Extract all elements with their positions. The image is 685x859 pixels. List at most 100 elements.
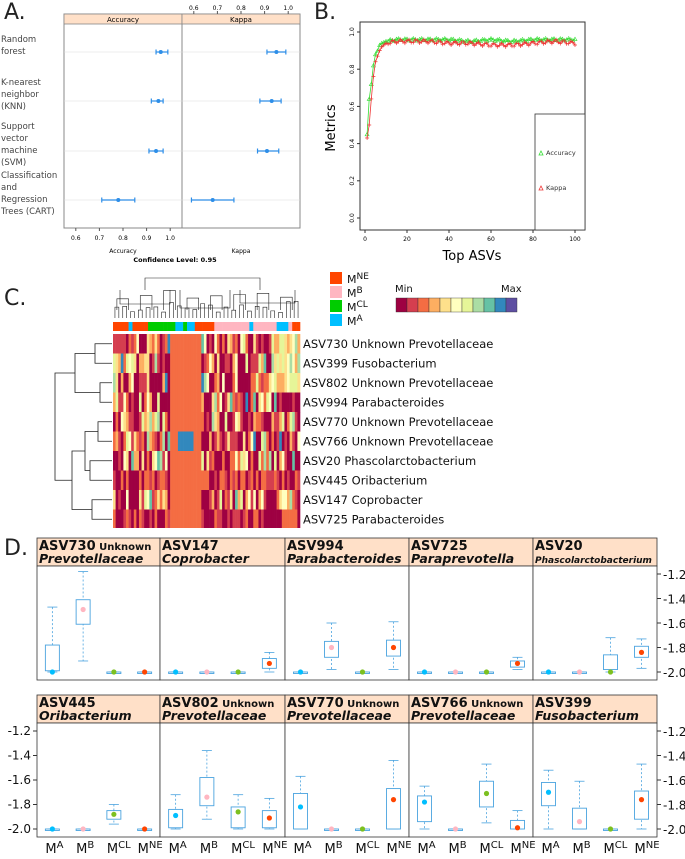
group-superscript: CL <box>118 840 131 851</box>
heatmap-cell <box>294 334 298 354</box>
y-tick-label: -1.2 <box>663 725 685 739</box>
group-bar-cell <box>120 322 125 331</box>
bottom-tick-label: 0.8 <box>118 235 128 242</box>
heatmap-cell <box>240 412 244 432</box>
heatmap-cell <box>146 412 150 432</box>
dendro-branch <box>163 290 176 310</box>
heatmap-cell <box>211 470 215 491</box>
heatmap-cell <box>297 490 301 510</box>
heatmap-cell <box>118 373 122 393</box>
heatmap-cell <box>255 334 259 354</box>
heatmap-cell <box>227 392 231 413</box>
heatmap-cell <box>253 451 257 471</box>
group-superscript: A <box>357 314 364 324</box>
legend-swatch-cl <box>330 300 342 312</box>
heatmap-cell <box>276 490 280 510</box>
box <box>386 788 401 830</box>
top-tick-label: 0.8 <box>236 5 246 12</box>
heatmap-cell <box>123 373 127 393</box>
heatmap-cell <box>144 412 148 432</box>
heatmap-cell <box>263 353 267 374</box>
heatmap-cell <box>289 373 293 393</box>
group-bar-cell <box>175 322 180 331</box>
heatmap-cell <box>261 353 264 374</box>
heatmap-cell <box>263 412 267 432</box>
dendro-branch <box>278 312 283 318</box>
group-bar-cell <box>284 322 289 331</box>
heatmap-cell <box>263 490 267 510</box>
heatmap-cell <box>281 412 285 432</box>
heatmap-cell <box>294 490 298 510</box>
row-label-1: ASV399 Fusobacterium <box>303 357 437 371</box>
heatmap-cell <box>144 470 148 491</box>
heatmap-cell <box>125 392 129 413</box>
heatmap-cell <box>248 412 251 432</box>
heatmap-cell <box>289 412 293 432</box>
heatmap-cell <box>190 431 194 452</box>
heatmap-cell <box>141 451 145 471</box>
scale-cell <box>494 297 507 313</box>
heatmap-cell <box>170 412 174 432</box>
heatmap-cell <box>222 373 225 393</box>
x-tick-label: 40 <box>445 236 453 243</box>
heatmap-cell <box>274 373 277 393</box>
heatmap-cell <box>222 334 225 354</box>
y-tick-label: -2.0 <box>8 822 31 836</box>
group-letter: M <box>107 842 118 857</box>
heatmap-cell <box>180 353 184 374</box>
facet-note: Unknown <box>468 699 524 710</box>
group-letter: M <box>635 842 646 857</box>
heatmap-cell <box>183 431 187 452</box>
heatmap-cell <box>164 470 168 491</box>
heatmap-cell <box>149 373 153 393</box>
heatmap-cell <box>206 373 210 393</box>
heatmap-cell <box>266 412 270 432</box>
heatmap-cell <box>229 431 233 452</box>
heatmap-cell <box>125 490 129 510</box>
heatmap-cell <box>297 470 301 491</box>
heatmap-cell <box>253 490 257 510</box>
group-letter: M <box>200 842 211 857</box>
heatmap-cell <box>138 431 142 452</box>
heatmap-cell <box>177 412 181 432</box>
heatmap-cell <box>281 334 285 354</box>
heatmap-cell <box>125 509 129 528</box>
facet-title-asv994: ASV994 <box>287 539 344 554</box>
group-bar-cell <box>233 322 238 331</box>
legend-marker <box>538 185 544 191</box>
bottom-tick-label: 1.0 <box>165 235 175 242</box>
group-bar-cell <box>190 322 196 331</box>
heatmap-cell <box>198 373 202 393</box>
bottom-tick-label: 0.7 <box>95 235 105 242</box>
heatmap-cell <box>190 490 194 510</box>
heatmap-cell <box>188 353 192 374</box>
heatmap-cell <box>141 334 145 354</box>
box <box>572 807 587 830</box>
heatmap-cell <box>235 509 238 528</box>
heatmap-cell <box>237 392 241 413</box>
heatmap-cell <box>164 412 168 432</box>
group-tick-a: MA <box>45 840 63 857</box>
group-superscript: A <box>180 840 187 851</box>
accuracy-marker <box>488 35 494 41</box>
heatmap-cell <box>138 353 142 374</box>
heatmap-cell <box>237 353 241 374</box>
heatmap-cell <box>297 392 301 413</box>
heatmap-cell <box>198 412 202 432</box>
heatmap-cell <box>242 490 246 510</box>
model-label-line: K-nearest <box>1 78 42 88</box>
group-letter: M <box>347 301 357 314</box>
heatmap-cell <box>113 431 116 452</box>
facet-asv: ASV147 <box>162 539 219 554</box>
group-letter: M <box>480 842 491 857</box>
heatmap-cell <box>216 451 220 471</box>
heatmap-cell <box>175 373 179 393</box>
group-bar-cell <box>268 322 274 331</box>
heatmap-cell <box>198 509 202 528</box>
heatmap-cell <box>170 373 174 393</box>
scale-max-label: Max <box>501 284 522 295</box>
heatmap-cell <box>214 392 218 413</box>
heatmap-cell <box>115 490 119 510</box>
panel-b-chart: 0.0 0.2 0.4 0.6 0.8 1.0 0 20 40 60 80 100 Top ASVs Me… <box>324 21 586 264</box>
facet-asv: ASV994 <box>287 539 344 554</box>
